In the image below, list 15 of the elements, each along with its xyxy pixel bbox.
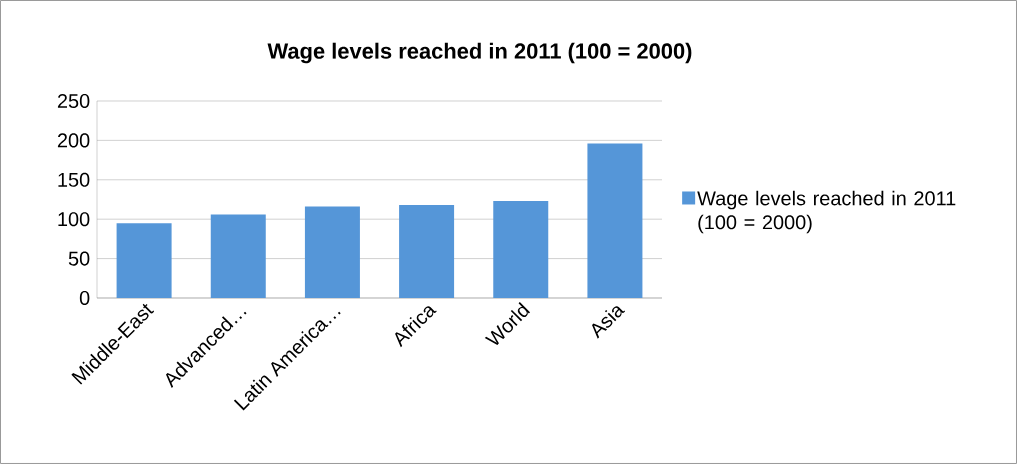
chart-title: Wage levels reached in 2011 (100 = 2000) bbox=[267, 42, 692, 64]
x-tick-label: Asia bbox=[592, 306, 626, 339]
legend-label: Wage levels reached in 2011 (100 = 2000) bbox=[697, 190, 956, 234]
bar bbox=[493, 201, 549, 298]
y-tick-label: 250 bbox=[57, 93, 90, 109]
y-tick-label: 0 bbox=[79, 290, 90, 306]
bar bbox=[587, 143, 643, 298]
y-tick-label: 50 bbox=[68, 251, 90, 266]
y-tick-label: 100 bbox=[58, 212, 90, 227]
bar bbox=[210, 214, 266, 298]
y-tick-label: 150 bbox=[58, 172, 90, 187]
bar bbox=[116, 223, 172, 298]
y-tick-label: 200 bbox=[57, 133, 90, 148]
bar bbox=[399, 205, 455, 298]
bar bbox=[304, 206, 360, 298]
